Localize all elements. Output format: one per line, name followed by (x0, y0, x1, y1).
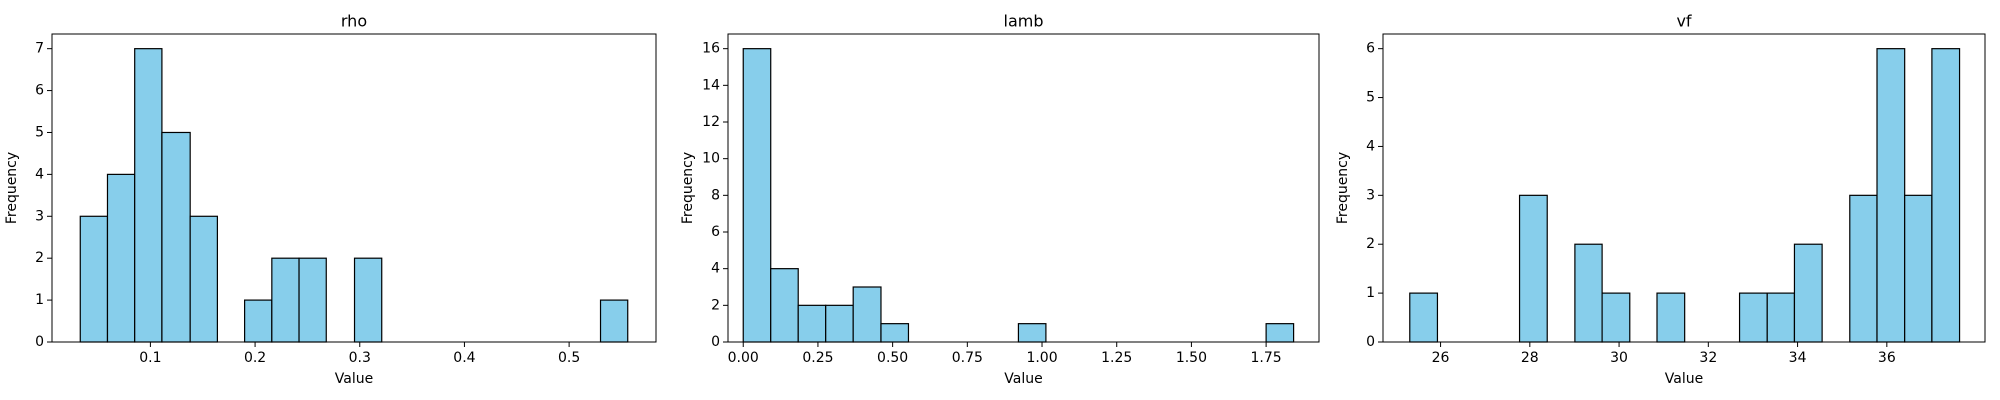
x-tick-label: 1.00 (1026, 350, 1057, 366)
x-tick-label: 0.50 (877, 350, 908, 366)
bar (1017, 323, 1047, 343)
y-tick-label: 6 (35, 83, 44, 99)
chart-title: vf (1676, 12, 1691, 31)
x-tick-label: 1.25 (1101, 350, 1132, 366)
x-tick-label: 1.50 (1176, 350, 1207, 366)
y-tick-label: 12 (702, 114, 720, 130)
bar (599, 299, 629, 343)
x-axis-label: Value (1004, 371, 1042, 387)
x-tick-label: 26 (1432, 350, 1450, 366)
y-tick-label: 2 (1366, 236, 1375, 252)
y-tick-label: 2 (35, 250, 44, 266)
x-tick-label: 36 (1878, 350, 1896, 366)
bar (1766, 292, 1796, 343)
y-tick-label: 3 (35, 208, 44, 224)
x-tick-label: 30 (1610, 350, 1628, 366)
x-tick-label: 0.3 (349, 350, 371, 366)
x-tick-label: 0.25 (802, 350, 833, 366)
y-tick-label: 4 (35, 166, 44, 182)
x-tick-label: 0.1 (139, 350, 161, 366)
x-tick-label: 0.00 (728, 350, 759, 366)
bar (1904, 194, 1933, 343)
y-tick-label: 5 (35, 124, 44, 140)
y-tick-label: 8 (711, 187, 720, 203)
y-tick-label: 0 (1366, 334, 1375, 350)
y-tick-label: 0 (711, 334, 720, 350)
bar (797, 304, 827, 343)
x-tick-label: 1.75 (1251, 350, 1282, 366)
bar (1656, 292, 1686, 343)
axes-frame (51, 33, 657, 343)
y-tick-label: 4 (1366, 138, 1375, 154)
x-tick-label: 34 (1789, 350, 1807, 366)
bar (1574, 243, 1603, 343)
y-axis-label: Frequency (4, 152, 20, 224)
y-tick-label: 16 (702, 41, 720, 57)
y-tick-label: 14 (702, 77, 720, 93)
chart-title: rho (341, 12, 367, 31)
bar (1793, 243, 1823, 343)
bar (271, 257, 300, 343)
bar (134, 48, 163, 343)
y-tick-label: 1 (35, 292, 44, 308)
y-tick-label: 10 (702, 151, 720, 167)
x-axis-label: Value (1665, 371, 1703, 387)
x-tick-label: 0.5 (558, 350, 580, 366)
bar (1931, 48, 1961, 343)
bar (1518, 194, 1548, 343)
y-tick-label: 7 (35, 41, 44, 57)
bar (1876, 48, 1906, 343)
bar (770, 268, 799, 343)
x-tick-label: 0.2 (244, 350, 266, 366)
x-tick-label: 0.4 (453, 350, 475, 366)
y-tick-label: 2 (711, 297, 720, 313)
y-tick-label: 1 (1366, 285, 1375, 301)
bar (353, 257, 383, 343)
axes-frame (727, 33, 1320, 343)
bar (79, 215, 109, 343)
bar (852, 286, 882, 343)
bar (1849, 194, 1878, 343)
y-tick-label: 6 (1366, 41, 1375, 57)
bar (1409, 292, 1439, 343)
bar (1601, 292, 1631, 343)
y-tick-label: 3 (1366, 187, 1375, 203)
x-axis-label: Value (335, 371, 373, 387)
bar (106, 173, 136, 343)
y-axis-label: Frequency (1335, 152, 1351, 224)
chart-title: lamb (1004, 12, 1044, 31)
bar (880, 323, 910, 343)
bar (742, 48, 772, 343)
y-tick-label: 6 (711, 224, 720, 240)
bar (244, 299, 273, 343)
bar (1738, 292, 1768, 343)
x-tick-label: 0.75 (952, 350, 983, 366)
x-tick-label: 28 (1521, 350, 1539, 366)
y-tick-label: 0 (35, 334, 44, 350)
y-tick-label: 4 (711, 261, 720, 277)
axes-frame (1382, 33, 1986, 343)
x-tick-label: 32 (1699, 350, 1717, 366)
y-axis-label: Frequency (680, 152, 696, 224)
bar (825, 304, 854, 343)
y-tick-label: 5 (1366, 90, 1375, 106)
bar (189, 215, 218, 343)
bar (161, 131, 191, 343)
bar (1265, 323, 1295, 343)
bar (298, 257, 327, 343)
